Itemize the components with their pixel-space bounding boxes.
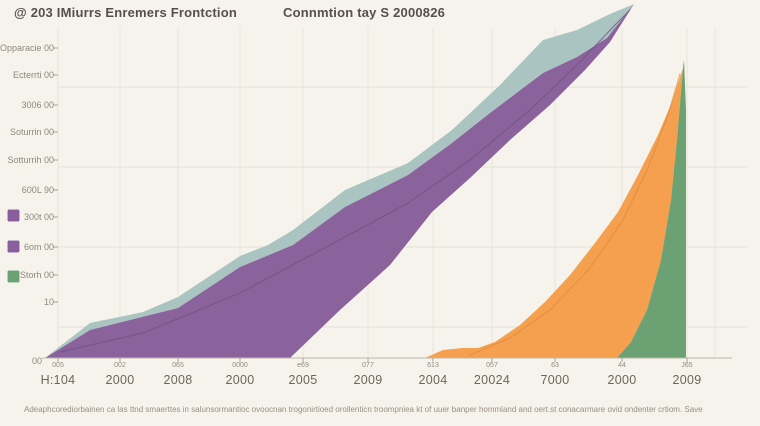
x-axis-label: 2000 bbox=[225, 373, 255, 387]
legend-swatch-green bbox=[7, 270, 20, 283]
x-minor-label: e69 bbox=[297, 362, 309, 369]
x-minor-label: 44 bbox=[618, 362, 626, 369]
x-axis-label: 2009 bbox=[672, 373, 702, 387]
y-axis-label: 10 bbox=[43, 297, 54, 307]
x-minor-label: 065 bbox=[172, 362, 184, 369]
green-spike-area bbox=[617, 60, 686, 358]
x-axis-label: 2000 bbox=[105, 373, 135, 387]
x-minor-label: 613 bbox=[427, 362, 439, 369]
x-minor-label: 002 bbox=[114, 362, 126, 369]
orange-spike-area bbox=[425, 68, 683, 358]
orange-trend-line bbox=[467, 73, 681, 357]
x-axis-label: 2009 bbox=[353, 373, 383, 387]
purple-band-area bbox=[45, 4, 634, 358]
y-axis-label: Opparacie 00 bbox=[0, 43, 54, 53]
teal-band-area bbox=[45, 4, 634, 358]
legend-swatch-purple-2 bbox=[7, 240, 20, 253]
x-minor-label: 0000 bbox=[232, 362, 248, 369]
x-axis-label: 2008 bbox=[163, 373, 193, 387]
x-axis-label: 20024 bbox=[473, 373, 511, 387]
x-axis-label: 2005 bbox=[288, 373, 318, 387]
x-minor-label: 005 bbox=[52, 362, 64, 369]
chart-title: @ 203 IMiurrs Enremers Frontction bbox=[14, 5, 237, 20]
x-minor-label: 63 bbox=[551, 362, 559, 369]
x-axis-label: 7000 bbox=[540, 373, 570, 387]
x-axis-label: 2000 bbox=[607, 373, 637, 387]
y-axis-label: Ecterrti 00 bbox=[12, 70, 54, 80]
y-axis-label: Soturrin 00 bbox=[9, 127, 54, 137]
x-axis-label: H:104 bbox=[40, 373, 76, 387]
purple-trend-line bbox=[59, 9, 631, 353]
y-axis-label: 600L 90 bbox=[21, 185, 54, 195]
legend-swatch-purple-1 bbox=[7, 209, 20, 222]
x-minor-label: J65 bbox=[681, 362, 693, 369]
x-axis-label: 2004 bbox=[418, 373, 448, 387]
footnote-text: Adeaphcorediorbainen ca las ttnd smaertt… bbox=[24, 405, 703, 414]
chart-subtitle: Connmtion tay S 2000826 bbox=[283, 5, 446, 20]
y-axis-label: 300t 00 bbox=[23, 212, 54, 222]
axes bbox=[42, 47, 732, 362]
y-axis-label: Storh 00 bbox=[19, 270, 54, 280]
y-axis-label: 00 bbox=[31, 356, 42, 366]
x-minor-label: 057 bbox=[486, 362, 498, 369]
y-axis-label: Sotturrih 00 bbox=[7, 155, 54, 165]
y-axis-label: 6om 00 bbox=[23, 242, 54, 252]
y-axis-label: 3006 00 bbox=[21, 100, 54, 110]
x-minor-label: 077 bbox=[362, 362, 374, 369]
